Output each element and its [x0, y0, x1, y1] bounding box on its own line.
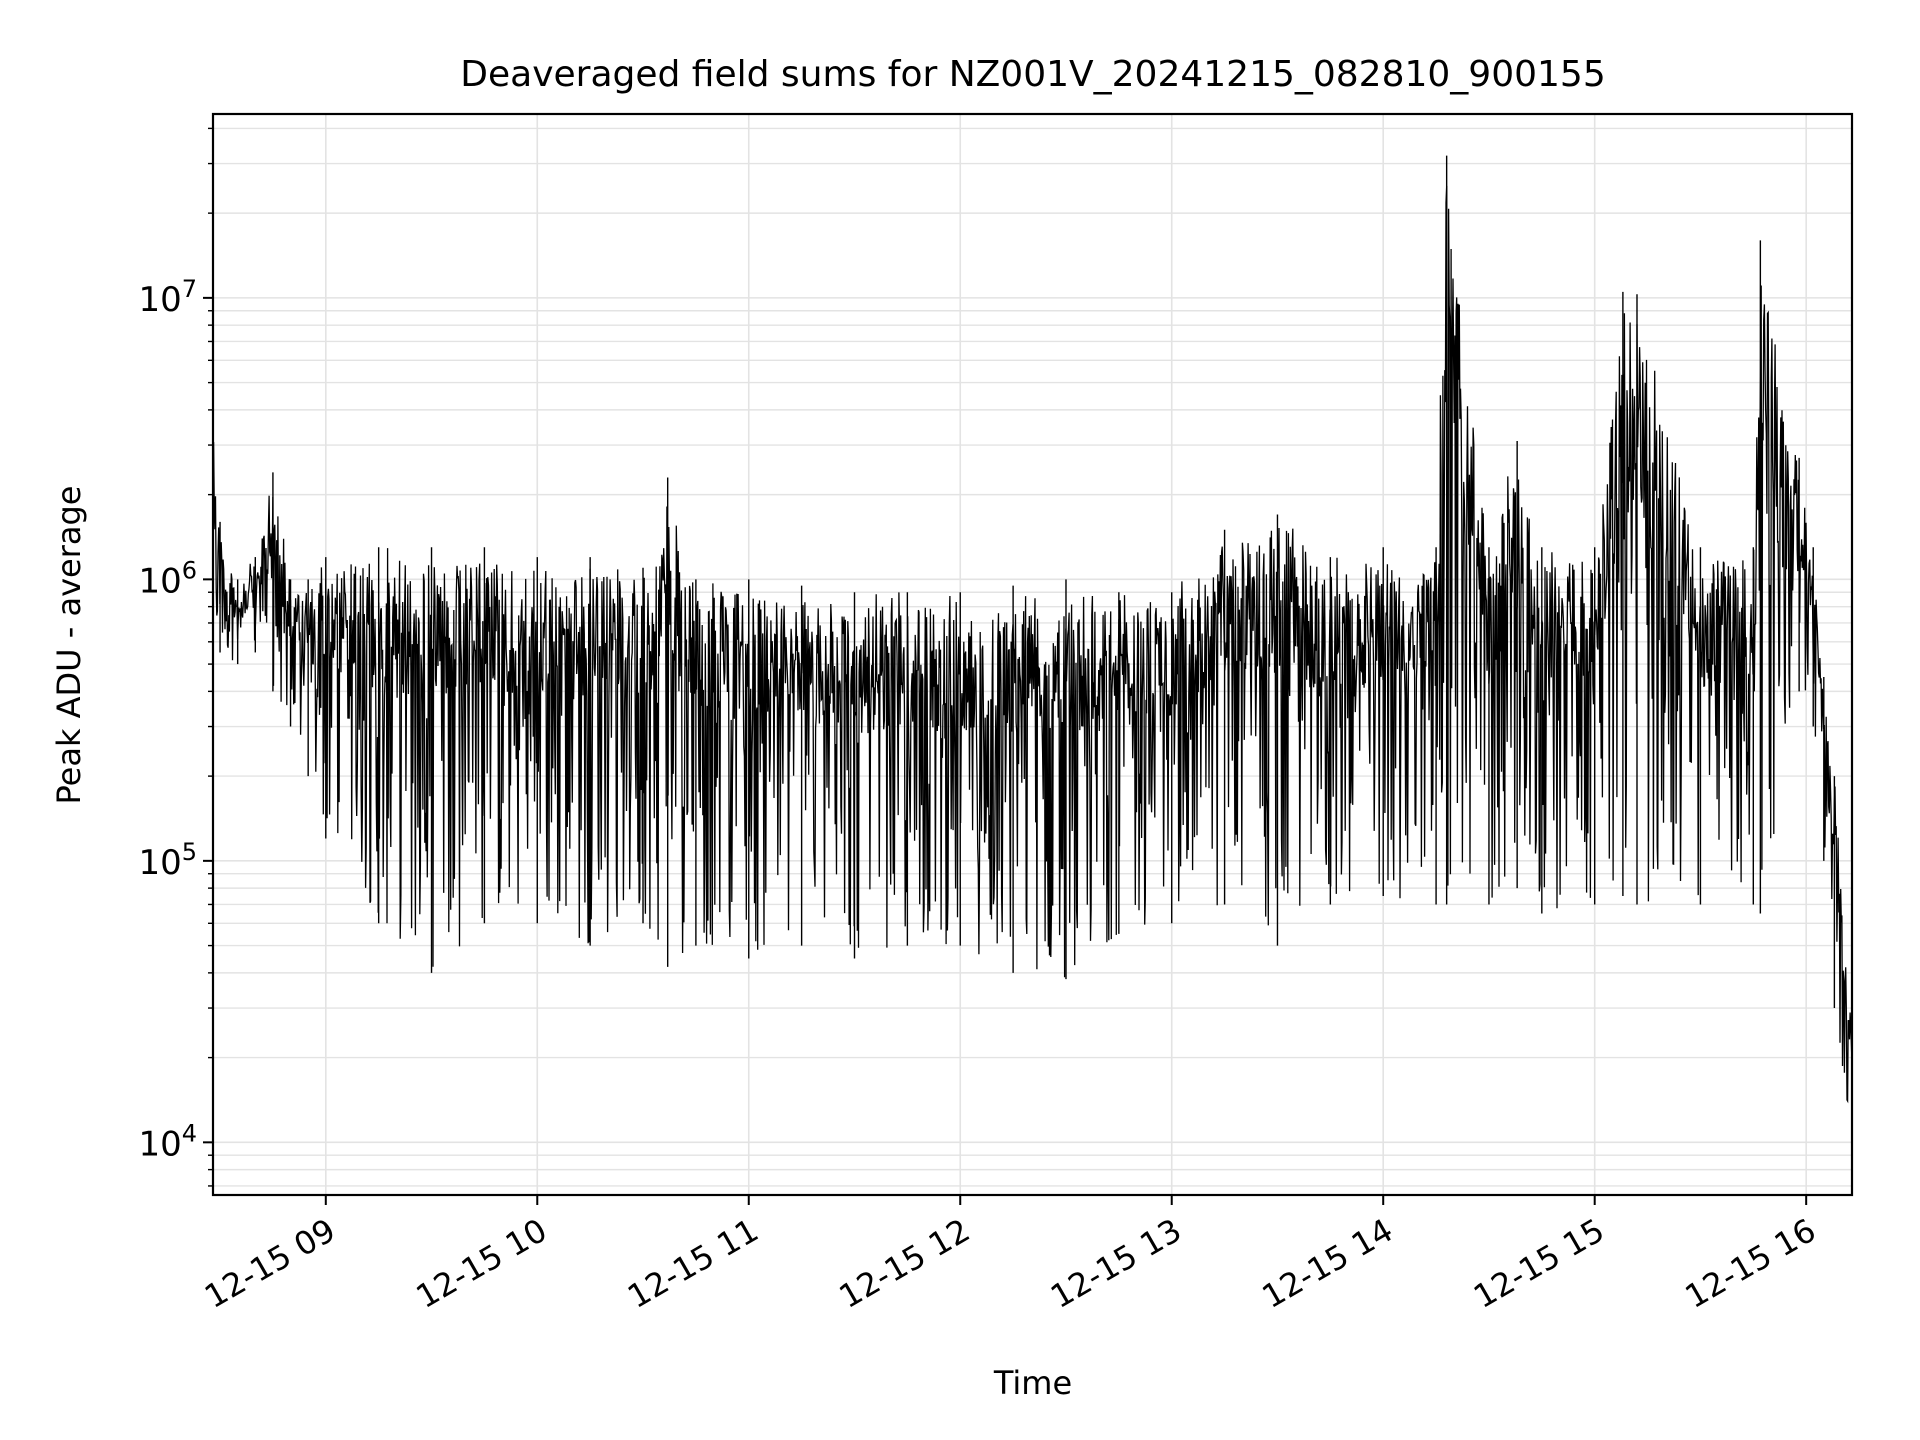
x-tick-label: 12-15 10 — [410, 1211, 554, 1316]
y-tick-label: 104 — [138, 1119, 197, 1164]
x-axis-label: Time — [993, 1364, 1072, 1402]
y-tick-label: 107 — [138, 275, 197, 320]
y-tick-label: 106 — [138, 556, 197, 601]
x-tick-label: 12-15 11 — [621, 1211, 765, 1316]
x-tick-label: 12-15 09 — [198, 1211, 342, 1316]
x-axis: 12-15 09 12-15 10 12-15 11 12-15 12 12-15 13… — [198, 1195, 1822, 1316]
series-trace — [212, 155, 1853, 1143]
plot-frame — [211, 112, 1854, 1197]
x-tick-label: 12-15 15 — [1467, 1211, 1611, 1316]
x-tick-label: 12-15 14 — [1256, 1211, 1400, 1316]
y-axis-label: Peak ADU - average — [50, 486, 88, 805]
chart-title: Deaveraged field sums for NZ001V_2024121… — [460, 54, 1605, 95]
x-tick-label: 12-15 16 — [1679, 1211, 1823, 1316]
x-tick-label: 12-15 13 — [1044, 1211, 1188, 1316]
y-axis: 104 105 106 107 — [138, 127, 213, 1187]
x-tick-label: 12-15 12 — [833, 1211, 977, 1316]
y-tick-label: 105 — [138, 838, 197, 883]
series-line — [212, 185, 1853, 1104]
